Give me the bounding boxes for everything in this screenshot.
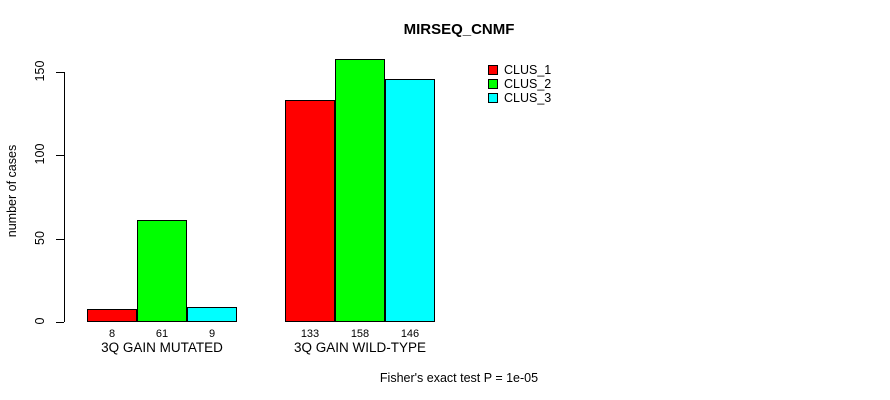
bar-clus_3-group1 [187,307,237,322]
fisher-test-annotation: Fisher's exact test P = 1e-05 [379,371,539,385]
bar-clus_2-group1 [137,220,187,322]
legend-item-clus_3: CLUS_3 [488,91,551,105]
y-axis-tick-label: 0 [33,317,47,325]
legend-swatch [488,93,498,103]
chart-title: MIRSEQ_CNMF [403,21,515,38]
bar-clus_1-group1 [87,308,137,322]
legend-item-clus_1: CLUS_1 [488,63,551,77]
y-axis-label: number of cases [5,144,19,238]
bar-clus_1-group2 [285,100,335,322]
legend: CLUS_1 CLUS_2 CLUS_3 [488,63,551,105]
legend-swatch [488,65,498,75]
legend-label: CLUS_1 [504,63,552,77]
bar-value-label: 133 [300,328,320,340]
bar-value-label: 146 [400,328,420,340]
legend-label: CLUS_2 [504,77,552,91]
y-axis-tick-label: 150 [33,60,47,82]
x-category-label: 3Q GAIN WILD-TYPE [293,340,427,355]
legend-label: CLUS_3 [504,91,552,105]
y-axis-tick [56,322,64,323]
legend-item-clus_2: CLUS_2 [488,77,551,91]
bar-value-label: 8 [108,328,116,340]
y-axis-tick-label: 100 [33,143,47,165]
bar-value-label: 61 [155,328,169,340]
bar-value-label: 9 [208,328,216,340]
y-axis-tick [56,155,64,157]
y-axis-tick [56,238,64,240]
y-axis-tick-label: 50 [33,230,47,245]
bar-clus_3-group2 [385,78,435,322]
bar-clus_2-group2 [335,58,385,322]
y-axis-tick [56,72,64,73]
bar-value-label: 158 [350,328,370,340]
legend-swatch [488,79,498,89]
x-category-label: 3Q GAIN MUTATED [101,340,223,355]
y-axis-line [64,72,65,322]
